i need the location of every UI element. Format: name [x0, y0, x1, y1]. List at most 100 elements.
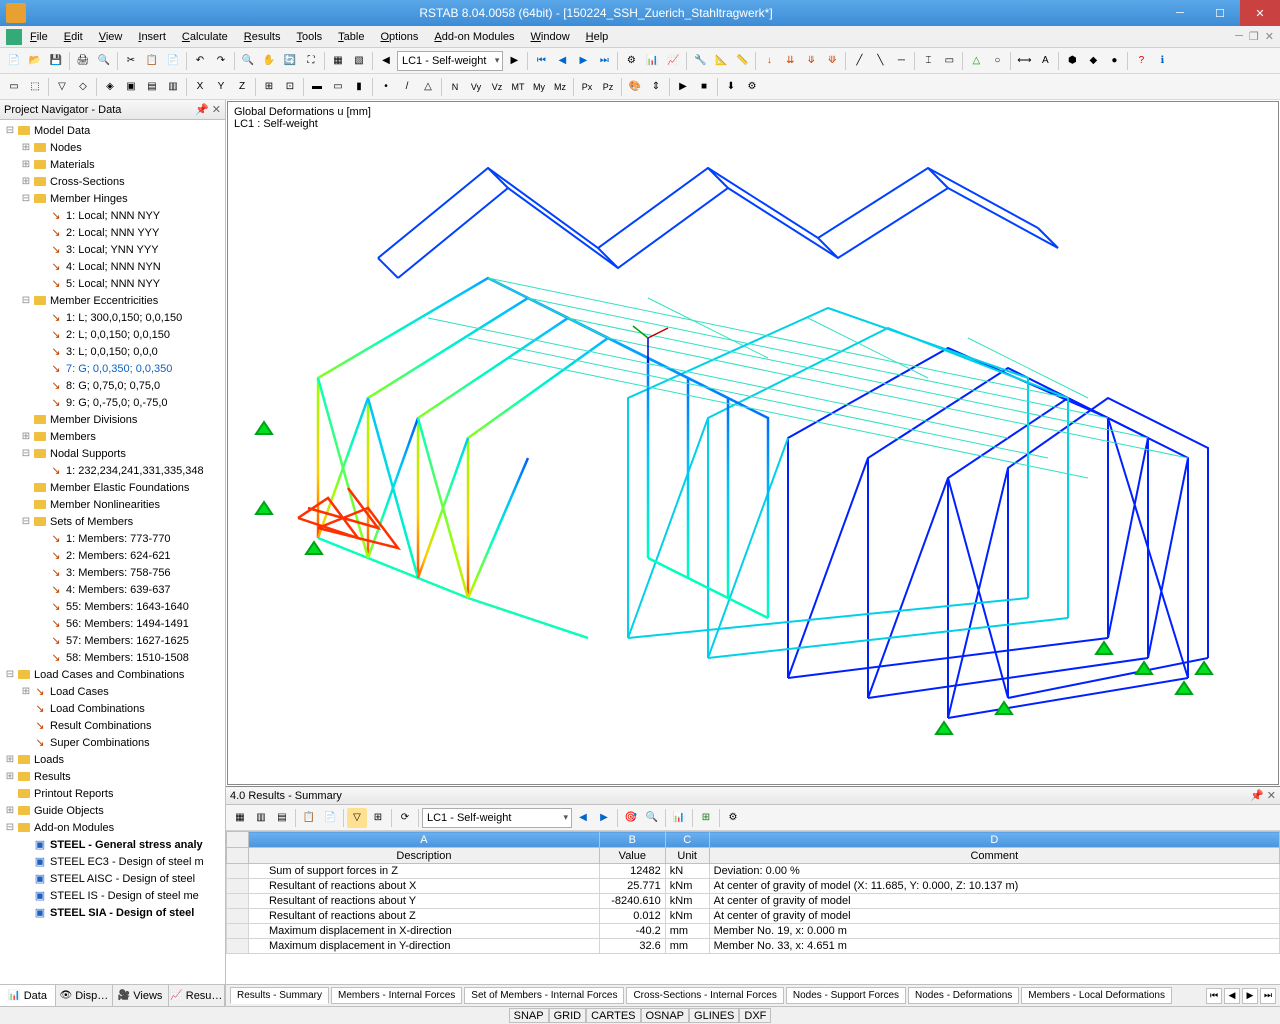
save-icon[interactable]: 💾 — [46, 51, 66, 71]
zoom-icon[interactable]: 🔍 — [238, 51, 258, 71]
view-front-icon[interactable]: ▣ — [121, 77, 141, 97]
misc-2-icon[interactable]: ◆ — [1083, 51, 1103, 71]
menu-results[interactable]: Results — [236, 31, 289, 43]
results-table[interactable]: ABCDDescriptionValueUnitCommentSum of su… — [226, 831, 1280, 984]
color-icon[interactable]: 🎨 — [625, 77, 645, 97]
tree-item[interactable]: ↘2: Local; NNN YYY — [0, 224, 225, 241]
tabs-prev-icon[interactable]: ◀ — [1224, 988, 1240, 1004]
tool-icon[interactable]: 🔧 — [690, 51, 710, 71]
tree-item[interactable]: ▣STEEL - General stress analy — [0, 836, 225, 853]
close-button[interactable]: ✕ — [1240, 0, 1280, 26]
tree-item[interactable]: ↘4: Members: 639-637 — [0, 581, 225, 598]
show-supports-icon[interactable]: △ — [418, 77, 438, 97]
mdi-restore-icon[interactable]: ❐ — [1249, 30, 1259, 43]
tree-item[interactable]: ⊞Cross-Sections — [0, 173, 225, 190]
axis-x-icon[interactable]: X — [190, 77, 210, 97]
tree-item[interactable]: ▣STEEL AISC - Design of steel — [0, 870, 225, 887]
menu-calculate[interactable]: Calculate — [174, 31, 236, 43]
misc-1-icon[interactable]: ⬢ — [1062, 51, 1082, 71]
force-mz-icon[interactable]: Mz — [550, 77, 570, 97]
app-menu-icon[interactable] — [6, 29, 22, 45]
force-my-icon[interactable]: My — [529, 77, 549, 97]
def-v-icon[interactable]: Pz — [598, 77, 618, 97]
redo-icon[interactable]: ↷ — [211, 51, 231, 71]
def-u-icon[interactable]: Px — [577, 77, 597, 97]
results-tab-local-deformations[interactable]: Members - Local Deformations — [1021, 987, 1172, 1004]
print-preview-icon[interactable]: 🔍 — [94, 51, 114, 71]
results-tb-4-icon[interactable]: 📋 — [299, 808, 319, 828]
results-tab-deformations[interactable]: Nodes - Deformations — [908, 987, 1019, 1004]
hinge-icon[interactable]: ○ — [987, 51, 1007, 71]
results-tab-sections-forces[interactable]: Cross-Sections - Internal Forces — [626, 987, 783, 1004]
select-icon[interactable]: ▭ — [4, 77, 24, 97]
tree-item[interactable]: Member Nonlinearities — [0, 496, 225, 513]
tabs-first-icon[interactable]: ⏮ — [1206, 988, 1222, 1004]
render-1-icon[interactable]: ▬ — [307, 77, 327, 97]
tree-item[interactable]: ▣STEEL EC3 - Design of steel m — [0, 853, 225, 870]
3d-viewport[interactable]: Global Deformations u [mm] LC1 : Self-we… — [227, 101, 1279, 785]
tree-item[interactable]: Printout Reports — [0, 785, 225, 802]
tree-item[interactable]: ⊟Member Eccentricities — [0, 292, 225, 309]
force-n-icon[interactable]: N — [445, 77, 465, 97]
force-mt-icon[interactable]: MT — [508, 77, 528, 97]
help-icon[interactable]: ? — [1131, 51, 1151, 71]
tree-item[interactable]: ↘55: Members: 1643-1640 — [0, 598, 225, 615]
tree-item[interactable]: ↘Super Combinations — [0, 734, 225, 751]
tree-item[interactable]: ▣STEEL SIA - Design of steel — [0, 904, 225, 921]
paste-icon[interactable]: 📄 — [163, 51, 183, 71]
loads-2-icon[interactable]: ⇊ — [780, 51, 800, 71]
support-icon[interactable]: △ — [966, 51, 986, 71]
tree-item[interactable]: ⊞Loads — [0, 751, 225, 768]
stop-icon[interactable]: ■ — [694, 77, 714, 97]
results-prev-icon[interactable]: ◀ — [573, 808, 593, 828]
nav-last-icon[interactable]: ⏭ — [594, 51, 614, 71]
tree-item[interactable]: ↘2: Members: 624-621 — [0, 547, 225, 564]
menu-insert[interactable]: Insert — [130, 31, 174, 43]
results-tb-10-icon[interactable]: 📊 — [669, 808, 689, 828]
show-members-icon[interactable]: / — [397, 77, 417, 97]
results-next-icon[interactable]: ▶ — [594, 808, 614, 828]
nav-tab-views[interactable]: 🎥Views — [113, 985, 169, 1006]
axis-y-icon[interactable]: Y — [211, 77, 231, 97]
tree-item[interactable]: ↘1: 232,234,241,331,335,348 — [0, 462, 225, 479]
status-snap[interactable]: SNAP — [509, 1008, 549, 1023]
nav-tab-results[interactable]: 📈Resu… — [169, 985, 225, 1006]
menu-options[interactable]: Options — [372, 31, 426, 43]
tree-item[interactable]: ⊞Materials — [0, 156, 225, 173]
open-icon[interactable]: 📂 — [25, 51, 45, 71]
tree-item[interactable]: ↘2: L; 0,0,150; 0,0,150 — [0, 326, 225, 343]
tree-item[interactable]: ↘3: Members: 758-756 — [0, 564, 225, 581]
tree-item[interactable]: ↘4: Local; NNN NYN — [0, 258, 225, 275]
menu-help[interactable]: Help — [578, 31, 617, 43]
tree-item[interactable]: ↘3: Local; YNN YYY — [0, 241, 225, 258]
section-2-icon[interactable]: ▭ — [939, 51, 959, 71]
tree-item[interactable]: ↘1: Local; NNN NYY — [0, 207, 225, 224]
member-icon[interactable]: ╱ — [849, 51, 869, 71]
undo-icon[interactable]: ↶ — [190, 51, 210, 71]
menu-table[interactable]: Table — [330, 31, 372, 43]
loads-icon[interactable]: ↓ — [759, 51, 779, 71]
tree-item[interactable]: ↘5: Local; NNN NYY — [0, 275, 225, 292]
maximize-button[interactable]: ☐ — [1200, 0, 1240, 26]
results-tb-filter-icon[interactable]: ▽ — [347, 808, 367, 828]
tree-item[interactable]: ▣STEEL IS - Design of steel me — [0, 887, 225, 904]
tabs-last-icon[interactable]: ⏭ — [1260, 988, 1276, 1004]
tree-item[interactable]: ⊞Results — [0, 768, 225, 785]
results-2-icon[interactable]: 📈 — [663, 51, 683, 71]
display-icon[interactable]: ▦ — [328, 51, 348, 71]
results-tab-support-forces[interactable]: Nodes - Support Forces — [786, 987, 906, 1004]
view-side-icon[interactable]: ▤ — [142, 77, 162, 97]
mdi-minimize-icon[interactable]: ─ — [1235, 30, 1243, 43]
navigator-tree[interactable]: ⊟Model Data⊞Nodes⊞Materials⊞Cross-Sectio… — [0, 120, 225, 984]
animate-icon[interactable]: ▶ — [673, 77, 693, 97]
results-loadcase-dropdown[interactable]: LC1 - Self-weight — [422, 808, 572, 828]
tree-item[interactable]: ⊟Add-on Modules — [0, 819, 225, 836]
tree-item[interactable]: ↘Result Combinations — [0, 717, 225, 734]
loads-3-icon[interactable]: ⤋ — [801, 51, 821, 71]
loadcase-next-icon[interactable]: ▶ — [504, 51, 524, 71]
tool-3-icon[interactable]: 📏 — [732, 51, 752, 71]
nav-next-icon[interactable]: ▶ — [573, 51, 593, 71]
select-2-icon[interactable]: ⬚ — [25, 77, 45, 97]
results-tb-5-icon[interactable]: 📄 — [320, 808, 340, 828]
filter-icon[interactable]: ▽ — [52, 77, 72, 97]
